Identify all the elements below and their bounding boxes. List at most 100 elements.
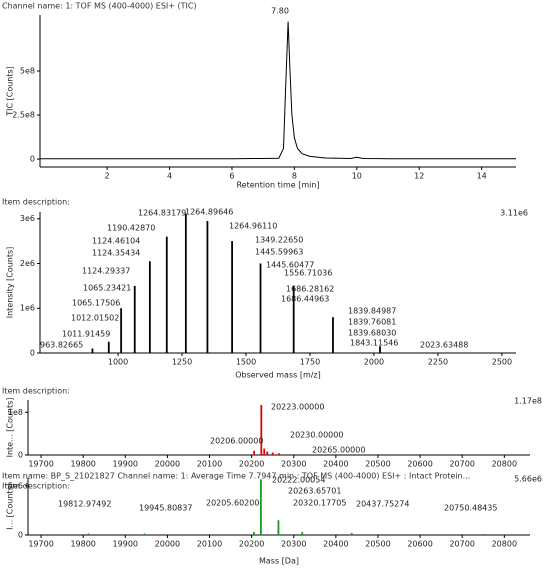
peak-label: 1839.76081 (348, 318, 396, 327)
x-tick-label: 20600 (407, 460, 432, 469)
x-tick-label: 19900 (113, 460, 138, 469)
x-axis-label: Observed mass [m/z] (235, 371, 321, 380)
peak-label: 1264.96110 (229, 222, 277, 231)
peak-label: 1445.60477 (266, 261, 314, 270)
peak-label: 1264.89646 (185, 208, 233, 217)
x-tick-label: 1000 (108, 358, 128, 367)
peak-label: 1011.91459 (62, 330, 110, 339)
x-tick-label: 19700 (28, 540, 53, 549)
max-label: 5.66e6 (514, 475, 542, 484)
x-tick-label: 20400 (323, 460, 348, 469)
panel-subtitle: Item description: (2, 482, 70, 491)
peak-label: 20265.00000 (312, 446, 365, 455)
x-tick-label: 19700 (28, 460, 53, 469)
peak-label: 20750.48435 (444, 504, 497, 513)
x-tick-label: 12 (414, 172, 424, 181)
peak-label: 20222.00054 (272, 476, 325, 485)
peak-label: 20230.00000 (290, 431, 343, 440)
y-tick-label: 0 (18, 531, 23, 540)
peak-label: 1839.84987 (348, 307, 396, 316)
x-axis-label: Retention time [min] (236, 181, 319, 190)
y-axis-label: I... [Counts] (6, 483, 15, 530)
max-label: 1.17e8 (514, 397, 542, 406)
peak-label: 1349.22650 (255, 236, 303, 245)
peak-label: 7.80 (271, 7, 289, 16)
x-tick-label: 8 (292, 172, 297, 181)
x-tick-label: 1750 (300, 358, 320, 367)
peak-label: 1124.35434 (92, 249, 140, 258)
y-tick-label: 5e8 (20, 67, 35, 76)
y-tick-label: 2e6 (20, 259, 35, 268)
peak-label: 1839.68030 (348, 329, 396, 338)
peak-label: 1686.28162 (286, 285, 334, 294)
peak-label: 1190.42870 (107, 224, 155, 233)
peak-label: 19945.80837 (139, 504, 192, 513)
peak-label: 20263.65701 (288, 487, 341, 496)
x-tick-label: 20100 (197, 460, 222, 469)
y-tick-label: 0 (18, 451, 23, 460)
x-tick-label: 2 (105, 172, 110, 181)
peak-label: 963.82665 (40, 341, 83, 350)
x-tick-label: 4 (167, 172, 172, 181)
x-tick-label: 2500 (492, 358, 512, 367)
x-tick-label: 20000 (155, 540, 180, 549)
x-tick-label: 20300 (281, 460, 306, 469)
panel-title: Channel name: 1: TOF MS (400-4000) ESI+ … (2, 2, 197, 11)
peak-label: 2023.63488 (420, 341, 468, 350)
max-label: 3.11e6 (500, 209, 528, 218)
x-tick-label: 20000 (155, 460, 180, 469)
y-axis-label: TIC [Counts] (6, 66, 15, 117)
y-tick-label: 0 (30, 155, 35, 164)
peak-label: 20320.17705 (293, 499, 346, 508)
y-tick-label: 0 (30, 349, 35, 358)
peak-label: 20223.00000 (271, 403, 324, 412)
x-tick-label: 20600 (407, 540, 432, 549)
x-tick-label: 19800 (70, 540, 95, 549)
peak-label: 1065.17506 (72, 299, 120, 308)
panel-title: Item description: (2, 387, 70, 396)
x-tick-label: 10 (352, 172, 362, 181)
x-tick-label: 14 (477, 172, 487, 181)
peak-label: 20206.00000 (210, 437, 263, 446)
peak-label: 1065.23421 (83, 284, 131, 293)
x-tick-label: 20200 (239, 540, 264, 549)
peak-label: 1445.59963 (255, 248, 303, 257)
y-tick-label: 3e6 (20, 214, 35, 223)
peak-label: 20205.60200 (206, 499, 259, 508)
y-axis-label: Inte... [Counts] (6, 398, 15, 458)
x-tick-label: 20700 (449, 460, 474, 469)
x-tick-label: 2000 (364, 358, 384, 367)
x-tick-label: 2250 (428, 358, 448, 367)
peak-label: 1124.46104 (92, 237, 140, 246)
panel-title: Item description: (2, 198, 70, 207)
x-tick-label: 19800 (70, 460, 95, 469)
x-tick-label: 20500 (365, 460, 390, 469)
x-tick-label: 20500 (365, 540, 390, 549)
tic-trace (40, 21, 516, 160)
peak-label: 1012.01502 (71, 314, 119, 323)
x-tick-label: 20300 (281, 540, 306, 549)
panel-title: Item name: BP_S_21021827 Channel name: 1… (2, 472, 470, 481)
peak-label: 20437.75274 (356, 500, 409, 509)
peak-label: 1843.11546 (350, 339, 398, 348)
y-axis-label: Intensity [Counts] (6, 247, 15, 319)
x-tick-label: 6 (229, 172, 234, 181)
peak-label: 1686.44963 (281, 295, 329, 304)
peak-label: 1264.83179 (138, 209, 186, 218)
x-tick-label: 20800 (492, 460, 517, 469)
x-tick-label: 20700 (449, 540, 474, 549)
x-tick-label: 1250 (172, 358, 192, 367)
y-tick-label: 1e6 (20, 304, 35, 313)
peak-label: 1556.71036 (284, 269, 332, 278)
peak-label: 1124.29337 (82, 267, 130, 276)
x-tick-label: 20400 (323, 540, 348, 549)
y-tick-label: 5e6 (8, 481, 23, 490)
x-tick-label: 20200 (239, 460, 264, 469)
x-tick-label: 1500 (236, 358, 256, 367)
y-tick-label: 1e8 (8, 408, 23, 417)
x-axis-label: Mass [Da] (259, 557, 299, 566)
peak-label: 19812.97492 (58, 500, 111, 509)
y-tick-label: 2.5e8 (12, 111, 35, 120)
x-tick-label: 19900 (113, 540, 138, 549)
